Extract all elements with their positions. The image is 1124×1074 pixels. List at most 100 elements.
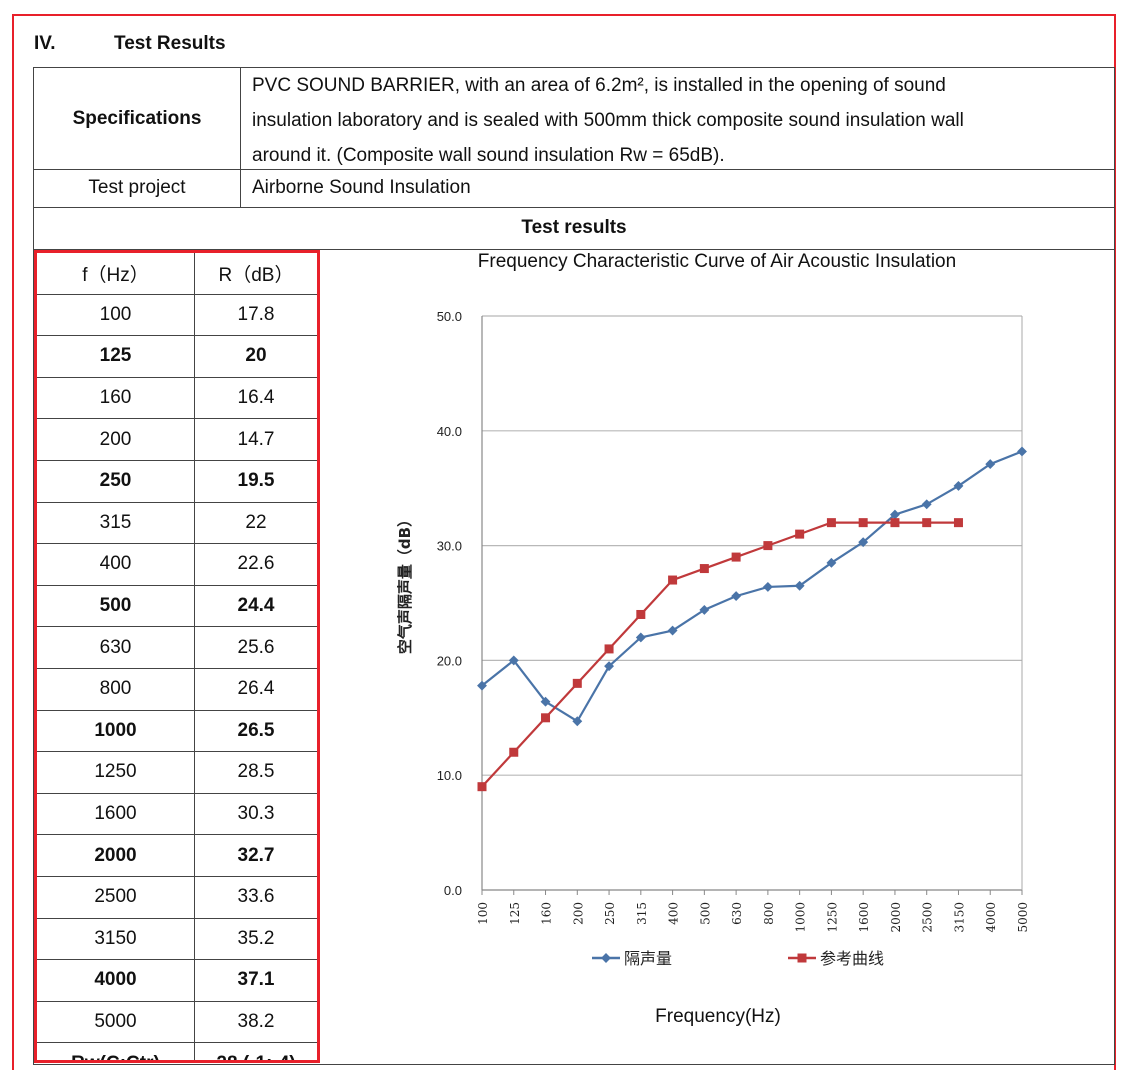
spec-line: PVC SOUND BARRIER, with an area of 6.2m²… xyxy=(252,75,946,96)
frequency-cell: 5000 xyxy=(37,1000,195,1044)
x-tick-label: 160 xyxy=(540,902,554,925)
x-tick-label: 4000 xyxy=(984,902,998,933)
data-point-diamond xyxy=(826,557,837,568)
chart-x-axis-label: Frequency(Hz) xyxy=(655,1006,781,1027)
data-point-diamond xyxy=(667,625,678,636)
data-point-square xyxy=(572,678,582,688)
y-axis-title: 空气声隔声量（dB） xyxy=(396,512,414,654)
table-footer-row: Rw(C;Ctr)28 (-1;-4) xyxy=(37,1042,317,1060)
insulation-cell: 16.4 xyxy=(194,376,317,420)
frequency-cell: 100 xyxy=(37,293,195,337)
insulation-cell: 37.1 xyxy=(194,959,317,1002)
row-divider xyxy=(34,207,1114,208)
insulation-cell: 14.7 xyxy=(194,418,317,461)
data-point-square xyxy=(795,529,805,539)
specifications-label: Specifications xyxy=(72,107,202,129)
table-row: 1250 28.5 xyxy=(37,751,317,794)
data-point-square xyxy=(763,541,773,551)
data-point-square xyxy=(858,518,868,528)
y-tick-label: 40.0 xyxy=(437,424,462,439)
data-point-diamond xyxy=(762,581,773,592)
frequency-cell: 1600 xyxy=(37,792,195,836)
x-tick-label: 200 xyxy=(571,902,585,925)
table-header-row: f（Hz） R（dB） xyxy=(37,253,317,295)
column-divider xyxy=(240,68,241,207)
test-project-label: Test project xyxy=(88,177,186,198)
table-row: 160 16.4 xyxy=(37,376,317,420)
frequency-cell: 400 xyxy=(37,543,195,586)
legend-label: 参考曲线 xyxy=(820,949,884,968)
data-point-diamond xyxy=(699,604,710,615)
series-line-0 xyxy=(481,450,1023,723)
x-tick-label: 1250 xyxy=(825,902,839,933)
table-row: 125 20 xyxy=(37,335,317,378)
data-point-square xyxy=(699,564,709,574)
x-tick-label: 630 xyxy=(730,902,744,925)
y-tick-label: 50.0 xyxy=(437,309,462,324)
insulation-cell: 38.2 xyxy=(194,1000,317,1044)
test-project-value: Airborne Sound Insulation xyxy=(252,177,471,198)
results-document-table: Specifications PVC SOUND BARRIER, with a… xyxy=(33,67,1115,1065)
frequency-cell: 1000 xyxy=(37,709,195,753)
data-point-diamond xyxy=(572,716,583,727)
data-point-square xyxy=(477,782,487,792)
data-point-diamond xyxy=(1017,446,1027,457)
table-row: 400 22.6 xyxy=(37,543,317,586)
frequency-cell: 200 xyxy=(37,418,195,461)
insulation-cell: 35.2 xyxy=(194,917,317,961)
data-point-diamond xyxy=(635,632,646,643)
specifications-text: PVC SOUND BARRIER, with an area of 6.2m²… xyxy=(252,68,1112,173)
frequency-cell: 125 xyxy=(37,335,195,378)
data-point-square xyxy=(604,644,614,654)
frequency-cell: 160 xyxy=(37,376,195,420)
frequency-cell: 2500 xyxy=(37,875,195,919)
insulation-cell: 22 xyxy=(194,501,317,545)
data-point-square xyxy=(541,713,551,723)
x-tick-label: 1600 xyxy=(857,902,871,933)
x-tick-label: 315 xyxy=(635,902,649,925)
x-tick-label: 1000 xyxy=(794,902,808,933)
insulation-cell: 33.6 xyxy=(194,875,317,919)
x-tick-label: 250 xyxy=(603,902,617,925)
x-tick-label: 2500 xyxy=(921,902,935,933)
table-row: 630 25.6 xyxy=(37,626,317,669)
table-row: 4000 37.1 xyxy=(37,959,317,1002)
table-row: 2000 32.7 xyxy=(37,834,317,877)
x-tick-label: 500 xyxy=(698,902,712,925)
data-point-diamond xyxy=(953,480,964,491)
frequency-data-table: f（Hz） R（dB） 100 17.8 125 20 160 16.4 200 14.7 250 1… xyxy=(34,250,320,1063)
frequency-cell: 630 xyxy=(37,626,195,669)
table-row: 1000 26.5 xyxy=(37,709,317,753)
table-row: 315 22 xyxy=(37,501,317,545)
data-point-diamond xyxy=(985,459,996,470)
frequency-cell: 250 xyxy=(37,459,195,503)
series-line-1 xyxy=(481,521,959,788)
data-point-square xyxy=(890,518,900,528)
data-point-diamond xyxy=(794,580,805,591)
frequency-cell: 4000 xyxy=(37,959,195,1002)
insulation-cell: 19.5 xyxy=(194,459,317,503)
frequency-cell: 500 xyxy=(37,584,195,628)
insulation-cell: 26.5 xyxy=(194,709,317,753)
data-point-diamond xyxy=(540,696,551,707)
insulation-cell: 28.5 xyxy=(194,751,317,794)
data-point-diamond xyxy=(477,680,487,691)
table-row: 5000 38.2 xyxy=(37,1000,317,1044)
data-point-square xyxy=(953,518,963,528)
data-point-diamond xyxy=(731,591,742,602)
legend-marker-diamond xyxy=(601,953,611,963)
test-results-header: Test results xyxy=(521,217,627,238)
table-row: 500 24.4 xyxy=(37,584,317,628)
x-tick-label: 2000 xyxy=(889,902,903,933)
red-outer-frame xyxy=(12,14,1116,1070)
table-row: 100 17.8 xyxy=(37,293,317,337)
x-tick-label: 100 xyxy=(476,902,490,925)
table-row: 250 19.5 xyxy=(37,459,317,503)
insulation-cell: 25.6 xyxy=(194,626,317,669)
frequency-cell: Rw(C;Ctr) xyxy=(37,1042,195,1060)
insulation-line-chart: 0.0 10.0 20.0 30.0 40.0 50.0 100 125 160 200 250 31… xyxy=(396,309,1030,968)
insulation-cell: 28 (-1;-4) xyxy=(194,1042,317,1060)
insulation-cell: 17.8 xyxy=(194,293,317,337)
chart-title: Frequency Characteristic Curve of Air Ac… xyxy=(477,251,957,272)
insulation-cell: 22.6 xyxy=(194,543,317,586)
